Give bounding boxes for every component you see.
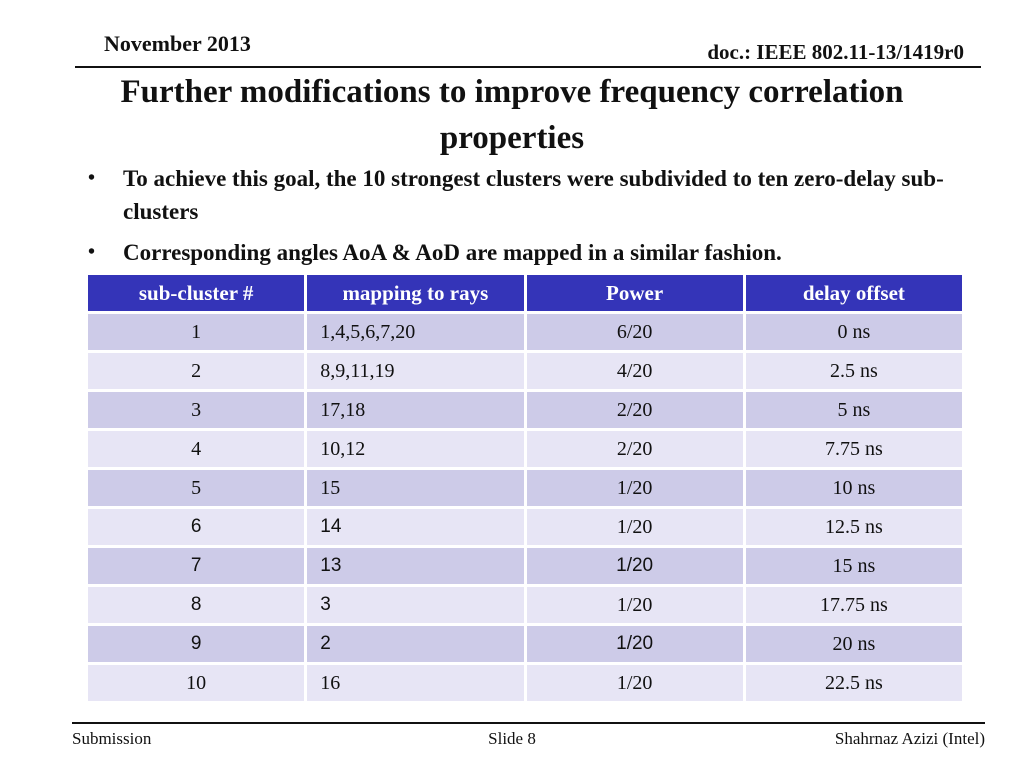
table-cell: 2.5 ns [745, 353, 962, 389]
table-cell: 16 [307, 665, 524, 701]
table-cell: 4 [88, 431, 305, 467]
header-date: November 2013 [104, 31, 251, 56]
footer-divider [72, 722, 985, 724]
table-cell: 3 [88, 392, 305, 428]
table-cell: 2/20 [526, 431, 743, 467]
table-cell: 1/20 [526, 587, 743, 623]
table-cell: 6/20 [526, 314, 743, 350]
bullet-item: • To achieve this goal, the 10 strongest… [88, 162, 978, 229]
table-cell: 6 [88, 509, 305, 545]
table-cell: 8 [88, 587, 305, 623]
table-row: 1 1,4,5,6,7,20 6/20 0 ns [88, 314, 962, 350]
table-cell: 3 [307, 587, 524, 623]
table-cell: 12.5 ns [745, 509, 962, 545]
table-cell: 5 ns [745, 392, 962, 428]
bullet-text: To achieve this goal, the 10 strongest c… [123, 166, 944, 225]
header-doc-id: doc.: IEEE 802.11-13/1419r0 [707, 40, 964, 64]
footer-submission: Submission [72, 729, 152, 748]
bullet-icon: • [88, 167, 96, 189]
table-row: 6 14 1/20 12.5 ns [88, 509, 962, 545]
table-cell: 1/20 [526, 548, 743, 584]
bullet-item: • Corresponding angles AoA & AoD are map… [88, 236, 978, 269]
table-row: 3 17,18 2/20 5 ns [88, 392, 962, 428]
footer-slide-number: Slide 8 [488, 729, 536, 748]
table-cell: 9 [88, 626, 305, 662]
table-cell: 14 [307, 509, 524, 545]
table-cell: 1,4,5,6,7,20 [307, 314, 524, 350]
bullet-icon: • [88, 240, 96, 263]
table-column-header: delay offset [745, 275, 962, 311]
table-cell: 13 [307, 548, 524, 584]
table-cell: 2 [307, 626, 524, 662]
table-row: 4 10,12 2/20 7.75 ns [88, 431, 962, 467]
table-header-row: sub-cluster # mapping to rays Power delay o… [88, 275, 962, 311]
table-cell: 15 ns [745, 548, 962, 584]
table-row: 2 8,9,11,19 4/20 2.5 ns [88, 353, 962, 389]
table-cell: 17.75 ns [745, 587, 962, 623]
sub-cluster-table-wrap: sub-cluster # mapping to rays Power delay o… [85, 272, 965, 704]
header-divider [75, 66, 981, 68]
table-body: 1 1,4,5,6,7,20 6/20 0 ns 2 8,9,11,19 4/20 2.5 n… [88, 314, 962, 701]
table-row: 7 13 1/20 15 ns [88, 548, 962, 584]
table-column-header: mapping to rays [307, 275, 524, 311]
table-cell: 4/20 [526, 353, 743, 389]
table-cell: 1/20 [526, 626, 743, 662]
table-cell: 15 [307, 470, 524, 506]
table-cell: 17,18 [307, 392, 524, 428]
table-row: 8 3 1/20 17.75 ns [88, 587, 962, 623]
table-cell: 5 [88, 470, 305, 506]
table-cell: 1/20 [526, 509, 743, 545]
table-cell: 10 ns [745, 470, 962, 506]
table-cell: 1/20 [526, 470, 743, 506]
table-cell: 20 ns [745, 626, 962, 662]
table-row: 10 16 1/20 22.5 ns [88, 665, 962, 701]
footer-author: Shahrnaz Azizi (Intel) [834, 729, 985, 748]
table-cell: 22.5 ns [745, 665, 962, 701]
table-cell: 1/20 [526, 665, 743, 701]
table-cell: 2 [88, 353, 305, 389]
table-cell: 10 [88, 665, 305, 701]
bullet-text: Corresponding angles AoA & AoD are mappe… [123, 239, 782, 265]
bullet-list: • To achieve this goal, the 10 strongest… [88, 162, 978, 276]
table-row: 9 2 1/20 20 ns [88, 626, 962, 662]
slide-title: Further modifications to improve frequen… [120, 74, 904, 156]
table-column-header: sub-cluster # [88, 275, 305, 311]
table-cell: 10,12 [307, 431, 524, 467]
table-cell: 1 [88, 314, 305, 350]
table-cell: 7.75 ns [745, 431, 962, 467]
table-cell: 2/20 [526, 392, 743, 428]
table-row: 5 15 1/20 10 ns [88, 470, 962, 506]
table-cell: 7 [88, 548, 305, 584]
sub-cluster-table: sub-cluster # mapping to rays Power delay o… [85, 272, 965, 704]
table-column-header: Power [526, 275, 743, 311]
table-cell: 0 ns [745, 314, 962, 350]
table-cell: 8,9,11,19 [307, 353, 524, 389]
